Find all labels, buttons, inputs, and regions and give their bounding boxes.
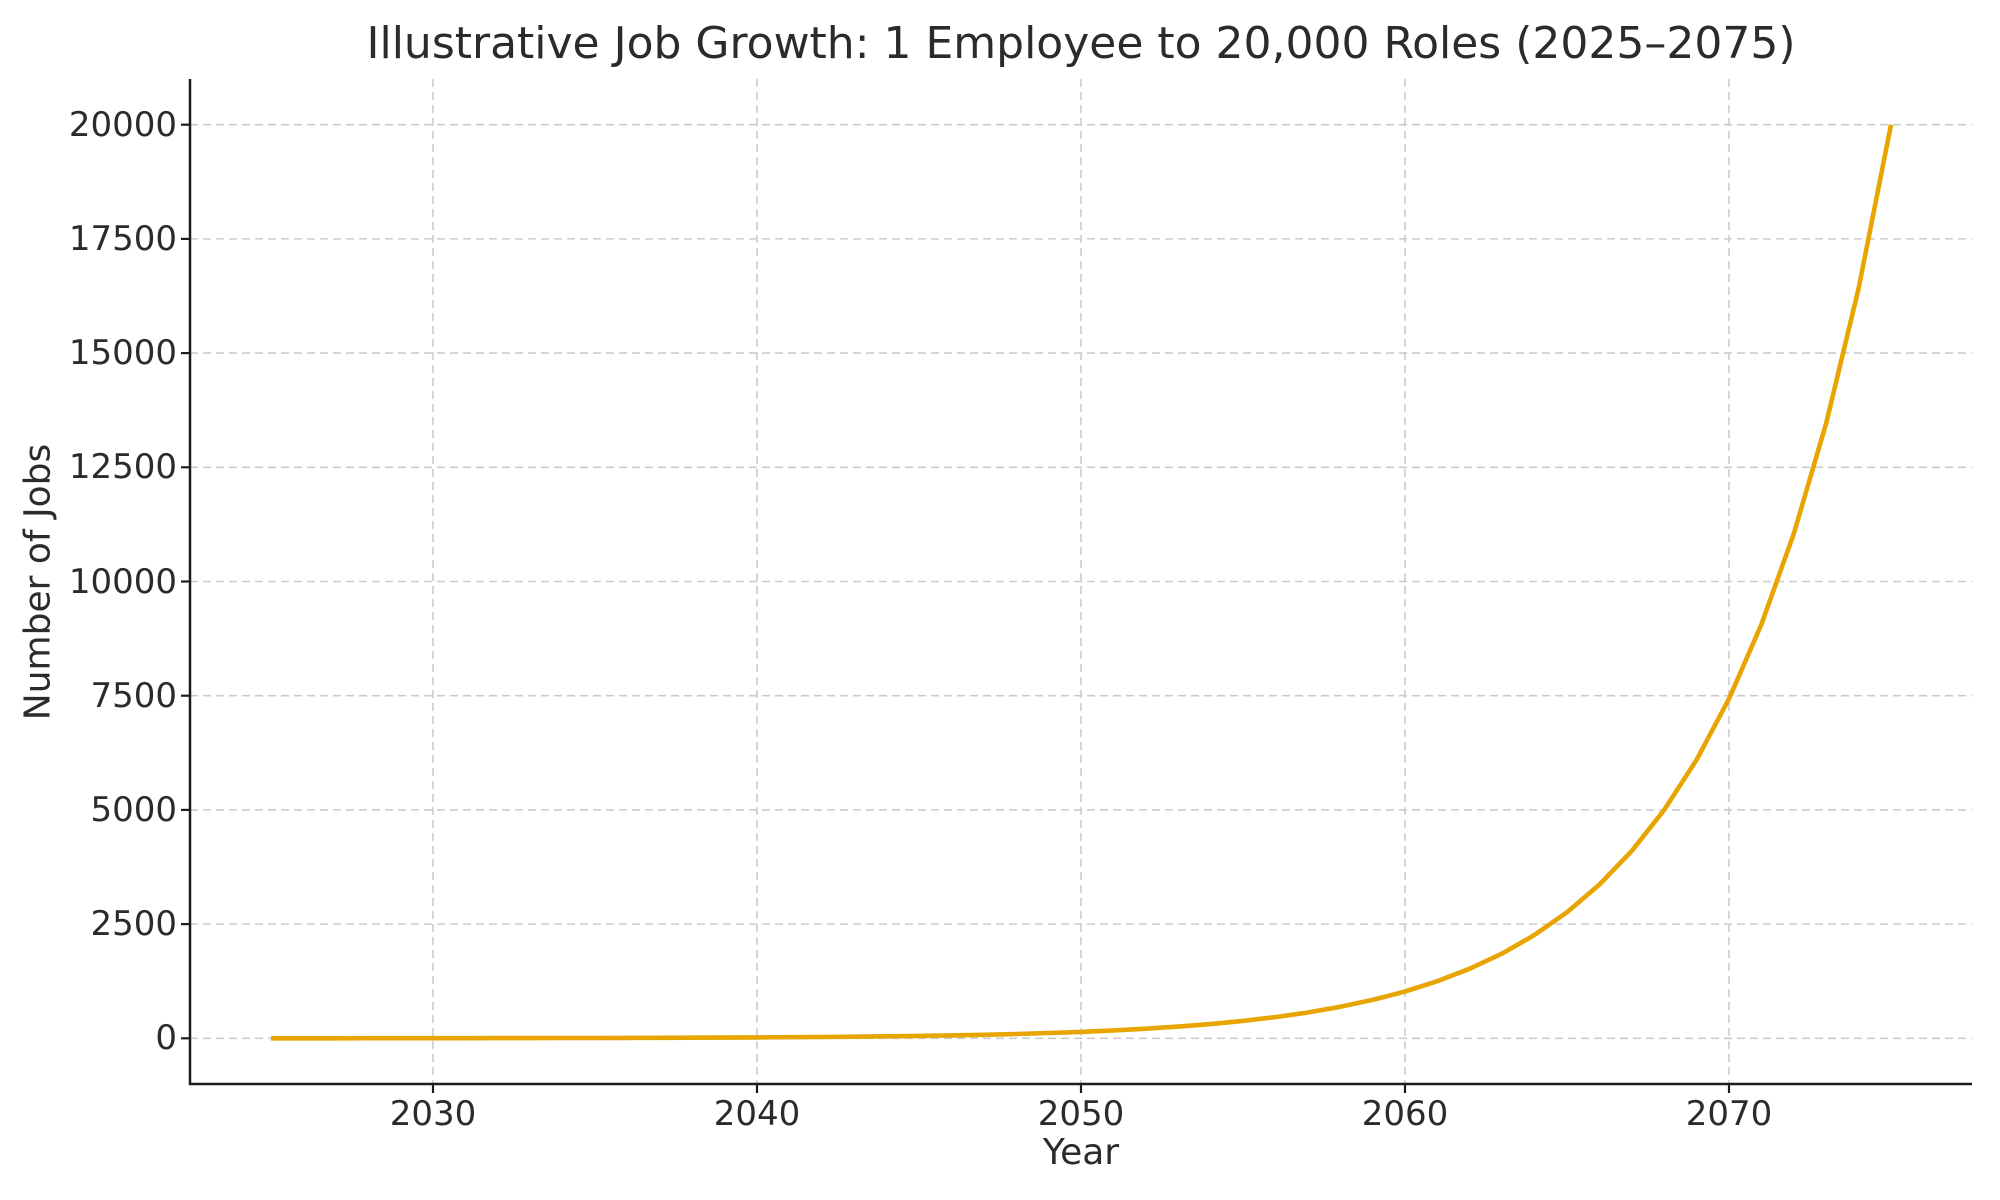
y-tick-label: 5000 <box>90 789 177 830</box>
y-tick-label: 0 <box>155 1018 177 1059</box>
y-tick-label: 10000 <box>68 561 177 602</box>
y-tick-label: 7500 <box>90 675 177 716</box>
y-tick-label: 2500 <box>90 904 177 945</box>
y-tick-label: 17500 <box>68 218 177 259</box>
tick-marks <box>181 123 1731 1093</box>
x-tick-label: 2070 <box>1685 1094 1773 1134</box>
y-tick-label: 12500 <box>68 447 177 488</box>
x-tick-label: 2050 <box>1037 1094 1125 1134</box>
y-tick-label: 20000 <box>68 104 177 145</box>
x-axis-label: Year <box>1042 1132 1120 1173</box>
grid-lines <box>190 79 1972 1084</box>
jobs-line <box>271 124 1894 1041</box>
x-tick-label: 2030 <box>389 1094 477 1134</box>
x-tick-label: 2060 <box>1361 1094 1449 1134</box>
x-tick-label: 2040 <box>713 1094 801 1134</box>
chart-title: Illustrative Job Growth: 1 Employee to 2… <box>366 18 1796 69</box>
y-tick-label: 15000 <box>68 333 177 374</box>
